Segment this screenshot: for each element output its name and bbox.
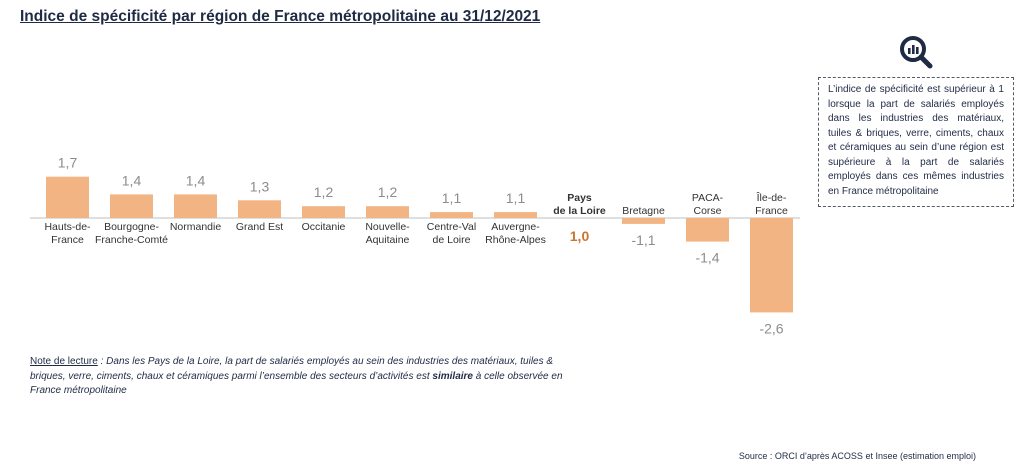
source-note: Source : ORCI d’après ACOSS et Insee (es…	[738, 451, 976, 461]
bar-4	[302, 206, 345, 218]
value-label-0: 1,7	[58, 155, 78, 171]
category-label-5: Nouvelle-Aquitaine	[365, 221, 410, 246]
definition-box: L’indice de spécificité est supérieur à …	[818, 77, 1014, 207]
category-label-11: Île-de-France	[755, 191, 788, 217]
reading-note-text-end: à celle observée en France métropolitain…	[30, 370, 563, 397]
category-label-2: Normandie	[170, 221, 222, 233]
value-label-10: -1,4	[695, 250, 719, 266]
bar-9	[622, 218, 665, 224]
value-label-4: 1,2	[314, 184, 334, 200]
category-label-4: Occitanie	[302, 221, 346, 233]
bar-11	[750, 218, 793, 313]
category-label-10: PACA-Corse	[692, 192, 724, 217]
value-label-1: 1,4	[122, 172, 142, 188]
bar-3	[238, 200, 281, 218]
bar-7	[494, 212, 537, 218]
value-label-6: 1,1	[442, 190, 462, 206]
category-label-3: Grand Est	[236, 221, 283, 233]
category-label-0: Hauts-de-France	[44, 221, 91, 246]
magnifier-chart-icon	[898, 34, 934, 70]
value-label-2: 1,4	[186, 172, 206, 188]
bar-0	[46, 176, 89, 218]
reading-note: Note de lecture : Dans les Pays de la Lo…	[30, 355, 585, 399]
category-label-8: Pays de la Loire	[553, 192, 606, 217]
value-label-9: -1,1	[631, 232, 655, 248]
bar-chart: 1,7 Hauts-de-France 1,4 Bourgogne-Franche-C…	[30, 155, 800, 336]
reading-note-bold-word: similaire	[432, 370, 473, 382]
value-label-5: 1,2	[378, 184, 398, 200]
value-label-7: 1,1	[506, 190, 526, 206]
category-label-1: Bourgogne-Franche-Comté	[95, 221, 168, 246]
category-label-6: Centre-Val de Loire	[427, 221, 476, 246]
bar-5	[366, 206, 409, 218]
bar-10	[686, 218, 729, 242]
category-label-9: Bretagne	[622, 205, 665, 217]
bar-6	[430, 212, 473, 218]
category-label-7: Auvergne-Rhône-Alpes	[485, 221, 546, 246]
reading-note-text: : Dans les Pays de la Loire, la part de …	[30, 356, 554, 382]
value-label-3: 1,3	[250, 178, 270, 194]
value-label-11: -2,6	[759, 320, 783, 336]
bar-2	[174, 194, 217, 218]
bar-1	[110, 194, 153, 218]
chart-title: Indice de spécificité par région de Fran…	[20, 8, 541, 25]
value-label-8: 1,0	[570, 228, 590, 244]
reading-note-label: Note de lecture	[30, 356, 98, 367]
